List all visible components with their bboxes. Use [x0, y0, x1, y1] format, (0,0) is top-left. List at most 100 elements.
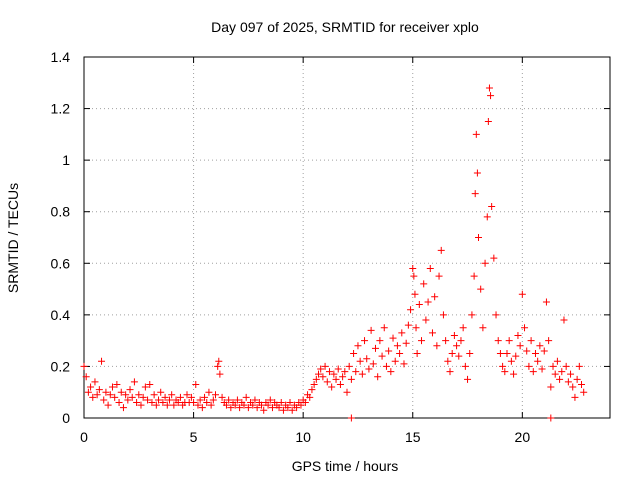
data-point: [122, 391, 130, 399]
data-point: [369, 360, 377, 368]
data-point: [472, 130, 480, 138]
data-point: [521, 324, 529, 332]
data-point: [183, 391, 191, 399]
data-point: [564, 378, 572, 386]
data-point: [518, 290, 526, 298]
data-point: [507, 357, 515, 365]
data-point: [89, 393, 97, 401]
data-point: [209, 396, 217, 404]
data-point: [464, 375, 472, 383]
data-point: [330, 370, 338, 378]
data-point: [102, 388, 110, 396]
data-point: [214, 362, 222, 370]
data-point: [410, 272, 418, 280]
data-point: [525, 362, 533, 370]
data-point: [411, 290, 419, 298]
data-point: [439, 311, 447, 319]
data-point: [244, 404, 252, 412]
data-point: [487, 92, 495, 100]
data-point: [485, 84, 493, 92]
data-point: [236, 404, 244, 412]
data-point: [260, 406, 268, 414]
data-point: [350, 350, 358, 358]
data-point: [569, 383, 577, 391]
data-point: [323, 378, 331, 386]
data-point: [240, 401, 248, 409]
data-point: [538, 365, 546, 373]
data-point: [376, 337, 384, 345]
data-point: [187, 393, 195, 401]
data-point: [551, 370, 559, 378]
data-point: [341, 368, 349, 376]
data-point: [470, 272, 478, 280]
data-point: [306, 393, 314, 401]
data-point: [212, 391, 219, 399]
data-point: [560, 316, 568, 324]
data-point: [80, 362, 88, 370]
data-point: [567, 370, 575, 378]
data-point: [363, 355, 371, 363]
data-point: [490, 254, 498, 262]
data-point: [104, 401, 112, 409]
data-point: [446, 368, 454, 376]
data-point: [328, 383, 336, 391]
data-point: [312, 375, 320, 383]
data-point: [310, 380, 318, 388]
data-point: [547, 414, 555, 422]
data-point: [396, 350, 404, 358]
data-point: [542, 298, 550, 306]
data-point: [130, 378, 138, 386]
data-point: [483, 213, 491, 221]
y-tick-label: 0: [62, 410, 70, 426]
data-point: [198, 404, 206, 412]
data-point: [284, 404, 292, 412]
data-point: [374, 373, 382, 381]
data-point: [354, 342, 362, 350]
data-point: [216, 370, 224, 378]
data-point: [194, 401, 202, 409]
data-point: [367, 326, 375, 334]
data-point: [139, 393, 147, 401]
data-point: [332, 375, 340, 383]
data-point: [371, 344, 379, 352]
data-point: [494, 337, 502, 345]
data-point: [562, 362, 570, 370]
data-point: [297, 401, 305, 409]
data-point: [308, 386, 316, 394]
data-point: [422, 316, 430, 324]
data-point: [339, 373, 347, 381]
data-point: [317, 365, 325, 373]
data-point: [420, 280, 428, 288]
data-point: [431, 293, 439, 301]
data-point: [100, 396, 108, 404]
data-point: [192, 380, 200, 388]
data-point: [407, 306, 415, 314]
data-point: [356, 357, 364, 365]
data-point: [242, 393, 250, 401]
data-point: [231, 401, 239, 409]
data-point: [126, 386, 134, 394]
data-point: [580, 388, 588, 396]
data-point: [488, 203, 496, 211]
data-point: [137, 401, 145, 409]
data-point: [471, 190, 479, 198]
data-point: [128, 393, 136, 401]
data-point: [174, 399, 182, 407]
grid: [84, 57, 610, 418]
data-point: [501, 368, 509, 376]
data-point: [547, 383, 555, 391]
data-point: [115, 399, 123, 407]
plot-frame: [83, 56, 611, 419]
data-point: [225, 396, 233, 404]
data-point: [505, 337, 513, 345]
x-tick-label: 10: [295, 429, 311, 445]
data-point: [152, 401, 160, 409]
data-point: [315, 370, 323, 378]
data-point: [516, 342, 524, 350]
data-point: [251, 396, 259, 404]
chart-title: Day 097 of 2025, SRMTID for receiver xpl…: [211, 19, 479, 35]
data-point: [413, 350, 421, 358]
data-point: [475, 234, 482, 241]
data-point: [352, 368, 360, 376]
data-point: [343, 388, 351, 396]
